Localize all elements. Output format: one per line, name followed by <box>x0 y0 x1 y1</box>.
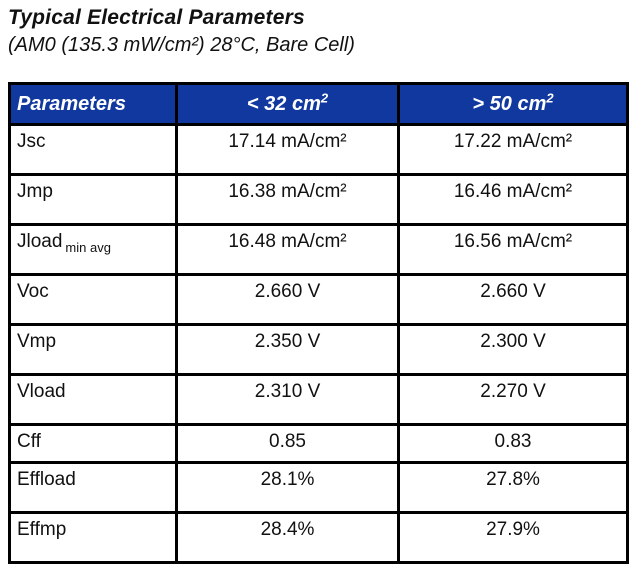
value-cell-col1: 0.85 <box>175 423 400 464</box>
header-lt-32cm2-label: < 32 cm <box>246 92 321 115</box>
table-row-jsc: Jsc 17.14 mA/cm² 17.22 mA/cm² <box>8 123 629 176</box>
table-row-voc: Voc 2.660 V 2.660 V <box>8 273 629 326</box>
value-cell-col2: 16.46 mA/cm² <box>397 173 629 226</box>
header-gt-50cm2-label: > 50 cm <box>472 92 547 115</box>
value-cell-col2: 2.300 V <box>397 323 629 376</box>
value-cell-col1: 2.660 V <box>175 273 400 326</box>
value-cell-col2: 27.8% <box>397 461 629 514</box>
value-cell-col1: 2.310 V <box>175 373 400 426</box>
value-cell-col1: 28.4% <box>175 511 400 564</box>
value-cell-col1: 2.350 V <box>175 323 400 376</box>
table-row-effmp: Effmp 28.4% 27.9% <box>8 511 629 564</box>
param-cell: Jmp <box>8 173 178 226</box>
table-row-vload: Vload 2.310 V 2.270 V <box>8 373 629 426</box>
param-cell: Jsc <box>8 123 178 176</box>
table-row-jmp: Jmp 16.38 mA/cm² 16.46 mA/cm² <box>8 173 629 226</box>
table-row-vmp: Vmp 2.350 V 2.300 V <box>8 323 629 376</box>
page-subtitle: (AM0 (135.3 mW/cm²) 28°C, Bare Cell) <box>8 34 355 56</box>
param-cell: Effload <box>8 461 178 514</box>
value-cell-col1: 17.14 mA/cm² <box>175 123 400 176</box>
header-lt-32cm2: < 32 cm2 <box>175 82 400 126</box>
table-row-effload: Effload 28.1% 27.8% <box>8 461 629 514</box>
table-row-jload: Jload min avg 16.48 mA/cm² 16.56 mA/cm² <box>8 223 629 276</box>
value-cell-col2: 0.83 <box>397 423 629 464</box>
value-cell-col1: 16.48 mA/cm² <box>175 223 400 276</box>
electrical-parameters-table: Parameters < 32 cm2 > 50 cm2 Jsc 17.14 m… <box>8 82 629 564</box>
param-cell: Cff <box>8 423 178 464</box>
param-subscript: min avg <box>65 239 111 255</box>
value-cell-col1: 16.38 mA/cm² <box>175 173 400 226</box>
value-cell-col1: 28.1% <box>175 461 400 514</box>
header-gt-50cm2: > 50 cm2 <box>397 82 629 126</box>
header-parameters-label: Parameters <box>17 92 126 115</box>
header-parameters: Parameters <box>8 82 178 126</box>
param-cell: Effmp <box>8 511 178 564</box>
param-cell: Jload min avg <box>8 223 178 276</box>
header-gt-50cm2-sup: 2 <box>546 89 554 105</box>
value-cell-col2: 2.660 V <box>397 273 629 326</box>
param-cell: Vload <box>8 373 178 426</box>
table-header-row: Parameters < 32 cm2 > 50 cm2 <box>8 82 629 126</box>
header-lt-32cm2-sup: 2 <box>320 89 329 105</box>
value-cell-col2: 2.270 V <box>397 373 629 426</box>
value-cell-col2: 16.56 mA/cm² <box>397 223 629 276</box>
table-row-cff: Cff 0.85 0.83 <box>8 423 629 464</box>
page-title: Typical Electrical Parameters <box>8 6 305 29</box>
value-cell-col2: 17.22 mA/cm² <box>397 123 629 176</box>
value-cell-col2: 27.9% <box>397 511 629 564</box>
datasheet-page: Typical Electrical Parameters (AM0 (135.… <box>0 6 641 588</box>
param-cell: Voc <box>8 273 178 326</box>
param-cell: Vmp <box>8 323 178 376</box>
